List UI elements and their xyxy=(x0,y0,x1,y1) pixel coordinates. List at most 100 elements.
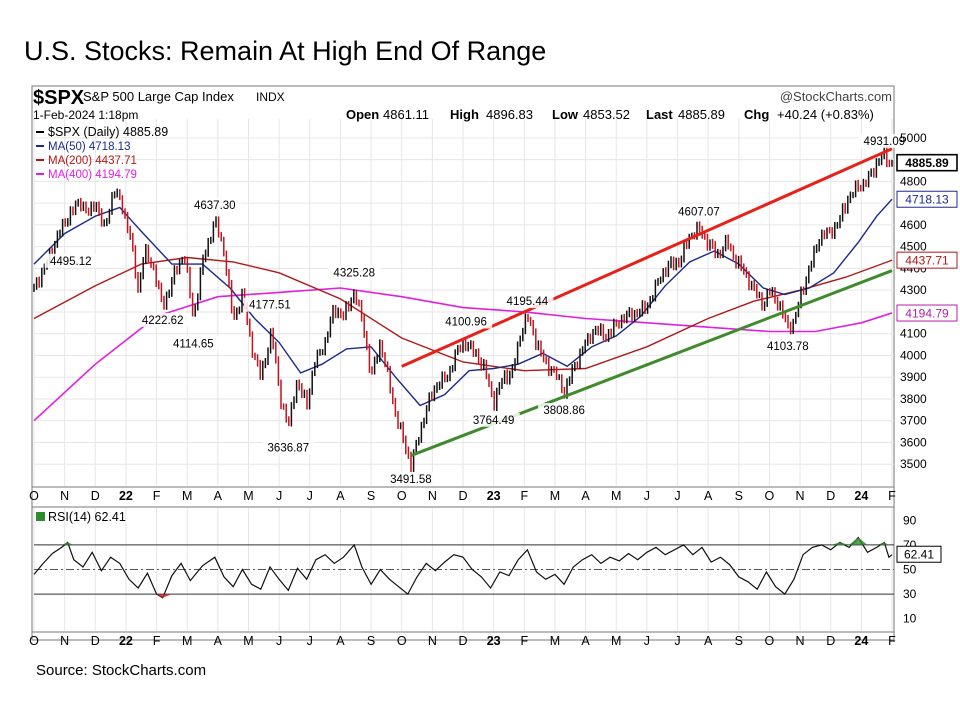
rsi-x-tick-label: A xyxy=(336,634,345,648)
annotation-bg xyxy=(243,297,297,312)
x-tick-label: A xyxy=(214,489,223,503)
x-tick-label: F xyxy=(153,489,161,503)
price-annotation: 4222.62 xyxy=(142,315,184,327)
rsi-x-tick-label: 23 xyxy=(487,634,501,648)
rsi-x-tick-label: D xyxy=(458,634,467,648)
rsi-line xyxy=(33,536,893,599)
price-annotation: 4195.44 xyxy=(507,296,549,308)
x-tick-label: S xyxy=(735,489,743,503)
open-value: 4861.11 xyxy=(383,107,429,122)
x-tick-label: A xyxy=(704,489,713,503)
x-tick-label: 23 xyxy=(487,489,501,503)
rsi-x-tick-label: J xyxy=(674,634,680,648)
price-annotation: 4325.28 xyxy=(333,268,375,280)
price-annotation: 4177.51 xyxy=(249,300,291,312)
x-tick-label: O xyxy=(397,489,407,503)
rsi-x-tick-label: M xyxy=(611,634,621,648)
resistance-trendline xyxy=(401,147,893,368)
price-annotation: 4495.12 xyxy=(50,256,92,268)
annotation-bg xyxy=(44,253,97,268)
x-tick-label: F xyxy=(888,489,896,503)
y-tick-label: 4100 xyxy=(900,327,927,341)
price-annotation: 4114.65 xyxy=(173,338,214,350)
price-annotation: 3491.58 xyxy=(390,474,432,486)
x-tick-label: O xyxy=(29,489,39,503)
annotation-bg xyxy=(136,312,189,327)
rsi-overbought-fill xyxy=(884,542,889,545)
x-tick-label: A xyxy=(336,489,345,503)
value-tag: 4437.71 xyxy=(905,254,949,268)
x-tick-label: 24 xyxy=(854,489,868,503)
rsi-x-tick-label: J xyxy=(307,634,313,648)
x-tick-label: D xyxy=(826,489,835,503)
x-tick-label: J xyxy=(276,489,282,503)
value-tag-box xyxy=(896,251,958,269)
open-label: Open xyxy=(346,107,379,122)
rsi-overbought-fill xyxy=(858,537,868,545)
y-tick-label: 3900 xyxy=(900,370,927,384)
rsi-overbought-fill xyxy=(876,542,885,545)
rsi-overbought-fill xyxy=(67,542,74,545)
x-tick-label: J xyxy=(674,489,680,503)
rsi-x-tick-label: F xyxy=(520,634,528,648)
y-tick-label: 5000 xyxy=(900,131,927,145)
rsi-overbought-fill xyxy=(839,542,850,545)
low-value: 4853.52 xyxy=(583,107,630,122)
rsi-legend-label: RSI(14) 62.41 xyxy=(48,510,126,524)
price-annotation: 4607.07 xyxy=(678,206,720,218)
annotation-bg xyxy=(858,133,911,148)
x-tick-label: S xyxy=(367,489,375,503)
price-annotation: 3764.49 xyxy=(473,415,515,427)
rsi-y-tick-label: 50 xyxy=(903,563,917,577)
annotation-bg xyxy=(501,294,554,309)
high-label: High xyxy=(450,107,479,122)
right-value-tags: 4885.89 4718.13 4437.71 4194.79 xyxy=(896,153,958,322)
ma400-line xyxy=(33,287,893,422)
price-annotation: 3636.87 xyxy=(268,442,310,454)
annotation-bg xyxy=(328,265,381,280)
rsi-x-tick-label: J xyxy=(276,634,282,648)
annotation-bg xyxy=(467,412,520,427)
rsi-x-tick-label: M xyxy=(243,634,253,648)
rsi-value-tag-box xyxy=(896,545,942,563)
stockcharts-watermark: @StockCharts.com xyxy=(780,89,892,104)
chart-symbol: $SPX xyxy=(33,87,85,109)
ohlc-readout: Open 4861.11 High 4896.83 Low 4853.52 La… xyxy=(346,107,874,122)
value-tag-box xyxy=(896,190,958,208)
rsi-y-tick-label: 10 xyxy=(903,612,917,626)
legend-entry: MA(400) 4194.79 xyxy=(48,169,137,181)
x-tick-label: J xyxy=(307,489,313,503)
price-y-axis: 5000490048004700460045004400430042004100… xyxy=(900,131,927,471)
x-tick-label: N xyxy=(796,489,805,503)
rsi-x-tick-label: D xyxy=(826,634,835,648)
x-tick-label: N xyxy=(60,489,69,503)
annotation-bg xyxy=(262,440,315,455)
y-tick-label: 3600 xyxy=(900,435,927,449)
y-tick-label: 3500 xyxy=(900,457,927,471)
legend: $SPX (Daily) 4885.89 MA(50) 4718.13 MA(200… xyxy=(36,125,168,181)
legend-entry: MA(50) 4718.13 xyxy=(48,141,130,153)
rsi-x-tick-label: N xyxy=(796,634,805,648)
rsi-x-tick-label: F xyxy=(153,634,161,648)
low-label: Low xyxy=(552,107,579,122)
chg-value: +40.24 (+0.83%) xyxy=(777,107,874,122)
rsi-x-tick-label: O xyxy=(765,634,775,648)
value-tag-box xyxy=(896,304,958,322)
chart-exchange: INDX xyxy=(256,90,285,104)
x-tick-label: F xyxy=(520,489,528,503)
chart-index-name: S&P 500 Large Cap Index xyxy=(83,89,234,104)
value-tag: 4718.13 xyxy=(905,193,949,207)
rsi-oversold-fill xyxy=(156,594,163,598)
annotation-bg xyxy=(538,403,591,418)
rsi-oversold-fill xyxy=(162,594,172,598)
annotations-layer: 4495.12 4637.30 4222.62 4114.65 4177.51 4325.… xyxy=(44,133,911,486)
annotation-bg xyxy=(761,338,814,353)
chart-date: 1-Feb-2024 1:18pm xyxy=(33,108,138,122)
rsi-x-tick-label: S xyxy=(735,634,743,648)
rsi-x-tick-label: 24 xyxy=(854,634,868,648)
rsi-x-tick-label: A xyxy=(581,634,590,648)
rsi-x-tick-label: S xyxy=(367,634,375,648)
source-note: Source: StockCharts.com xyxy=(36,662,207,679)
